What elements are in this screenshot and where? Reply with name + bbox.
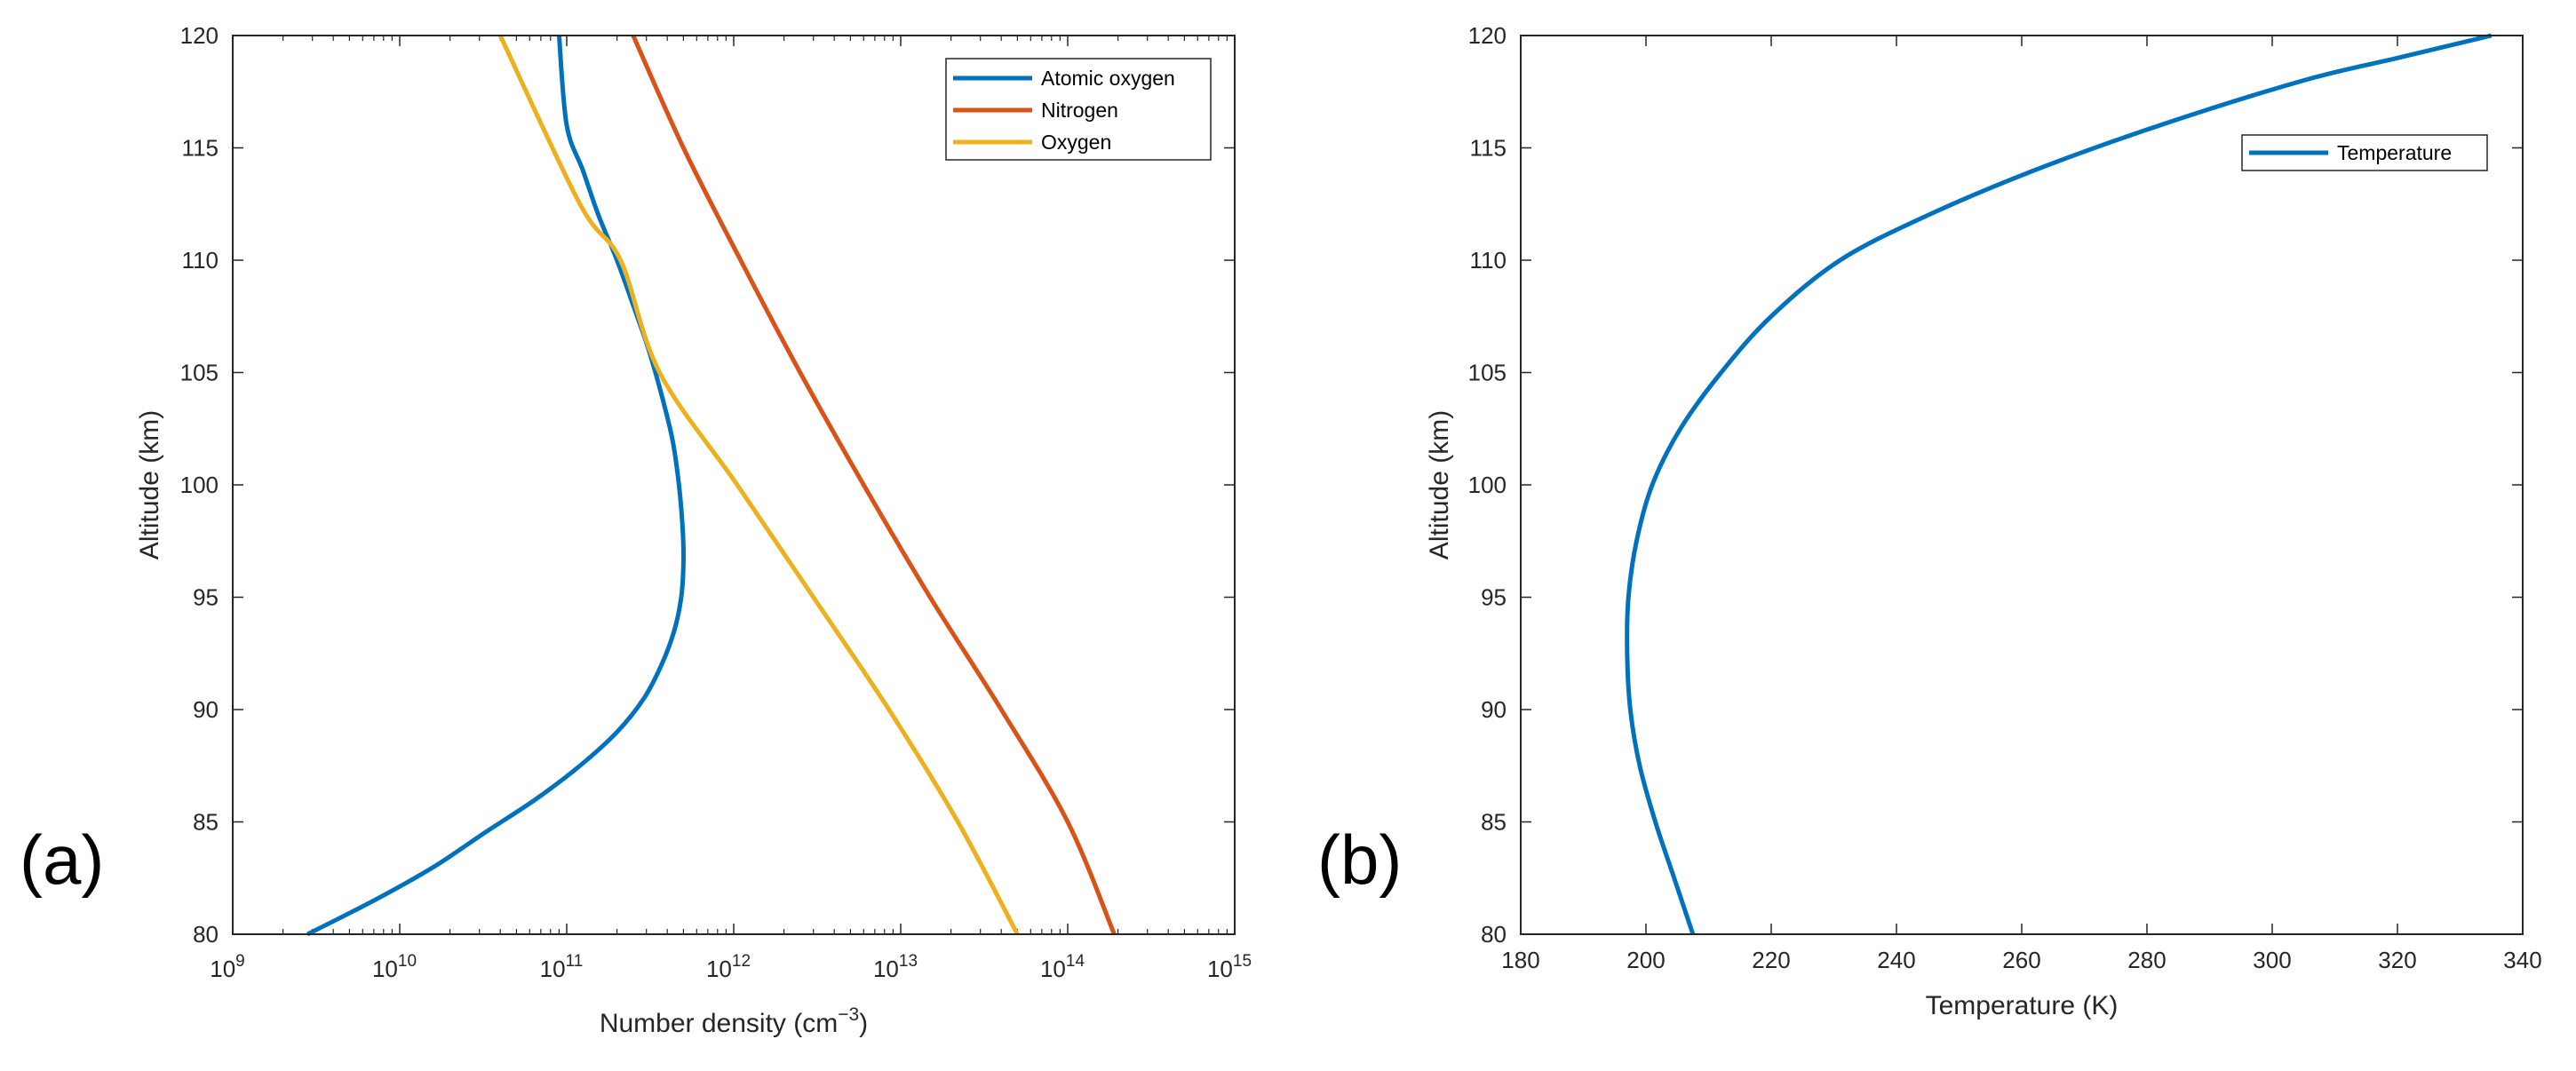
- panel-a-x-tick-label: 1015: [1207, 952, 1252, 982]
- panel-b-legend: Temperature: [2241, 134, 2488, 171]
- panel-b-y-tick-label: 115: [1470, 135, 1507, 162]
- panel-b-x-tick-label: 340: [2503, 947, 2541, 973]
- panel-a-x-tick-label: 109: [210, 952, 245, 982]
- panel-a-y-tick-label: 85: [193, 809, 219, 836]
- panel-b-x-tick-label: 240: [1877, 947, 1915, 973]
- panel-a-x-tick-label: 1010: [372, 952, 417, 982]
- series-line-oxygen: [497, 34, 1020, 936]
- legend-label-nitrogen: Nitrogen: [1041, 99, 1118, 122]
- panel-b-plot-area: [1521, 36, 2523, 934]
- panel-b-y-tick-label: 95: [1481, 584, 1507, 611]
- panel-b-x-tick-label: 320: [2378, 947, 2416, 973]
- panel-b-x-tick-label: 200: [1626, 947, 1665, 973]
- panel-a-x-tick-label: 1011: [540, 952, 584, 982]
- panel-a-y-tick-label: 110: [182, 247, 219, 274]
- panel-a-y-tick-label: 120: [180, 22, 219, 49]
- legend-label-atomic-oxygen: Atomic oxygen: [1041, 67, 1175, 90]
- panel-a-y-tick-label: 90: [193, 696, 219, 723]
- panel-b-series: [1625, 33, 2493, 935]
- panel-b-y-tick-label: 100: [1468, 472, 1507, 498]
- panel-b-y-tick-label: 120: [1468, 22, 1507, 49]
- panel-a-y-tick-label: 100: [180, 472, 219, 498]
- panel-a-legend: Atomic oxygen Nitrogen Oxygen: [945, 58, 1212, 161]
- panel-b-x-tick-label: 220: [1752, 947, 1790, 973]
- panel-a-y-tick-label: 95: [193, 584, 219, 611]
- panel-a-plot-area: [233, 36, 1235, 934]
- panel-a-y-ticks: 80 85 90 95 100 105 110 115 120: [180, 22, 1235, 948]
- series-line-temperature: [1625, 33, 2493, 935]
- panel-a-x-tick-label: 1013: [873, 952, 918, 982]
- panel-a-density-chart: 109 1010 1011 1012 1013 1014 1015 80 85 90 95 100 1…: [135, 22, 1252, 1038]
- panel-a-axes-box: [232, 35, 1236, 935]
- panel-b-y-tick-label: 105: [1468, 360, 1507, 386]
- panel-b-axes-box: [1520, 35, 2524, 935]
- panel-b-y-tick-label: 80: [1481, 921, 1507, 948]
- panel-a-x-axis-title: Number density (cm−3): [600, 1004, 868, 1038]
- panel-b-y-tick-label: 110: [1470, 247, 1507, 274]
- panel-a-x-tick-label: 1014: [1040, 952, 1085, 982]
- panel-b-x-tick-label: 300: [2253, 947, 2291, 973]
- panel-a-y-tick-label: 80: [193, 921, 219, 948]
- panel-b-temperature-chart: 180 200 220 240 260 280 300 320 340 808590951001…: [1425, 22, 2542, 1020]
- panel-b-x-tick-label: 280: [2127, 947, 2166, 973]
- panel-b-x-ticks: 180 200 220 240 260 280 300 320 340: [1501, 36, 2542, 973]
- panel-label-b: (b): [1317, 821, 1402, 899]
- panel-a-series: [306, 34, 1117, 937]
- panel-a-x-tick-label: 1012: [706, 952, 751, 982]
- legend-label-temperature: Temperature: [2337, 141, 2452, 164]
- panel-b-y-tick-label: 90: [1481, 696, 1507, 723]
- legend-label-oxygen: Oxygen: [1041, 131, 1111, 154]
- panel-b-y-tick-label: 85: [1481, 809, 1507, 836]
- series-line-nitrogen: [631, 34, 1117, 935]
- panel-a-y-axis-title: Altitude (km): [135, 410, 164, 559]
- panel-a-y-tick-label: 115: [182, 135, 219, 162]
- panel-b-y-ticks: 80 85 90 95 100 105 110 115 120: [1468, 22, 2523, 948]
- panel-a-y-tick-label: 105: [180, 360, 219, 386]
- panel-b-y-axis-title: Altitude (km): [1425, 410, 1454, 559]
- panel-label-a: (a): [20, 821, 104, 899]
- panel-b-x-tick-label: 260: [2002, 947, 2040, 973]
- panel-b-x-axis-title: Temperature (K): [1926, 991, 2119, 1020]
- panel-b-x-tick-label: 180: [1501, 947, 1539, 973]
